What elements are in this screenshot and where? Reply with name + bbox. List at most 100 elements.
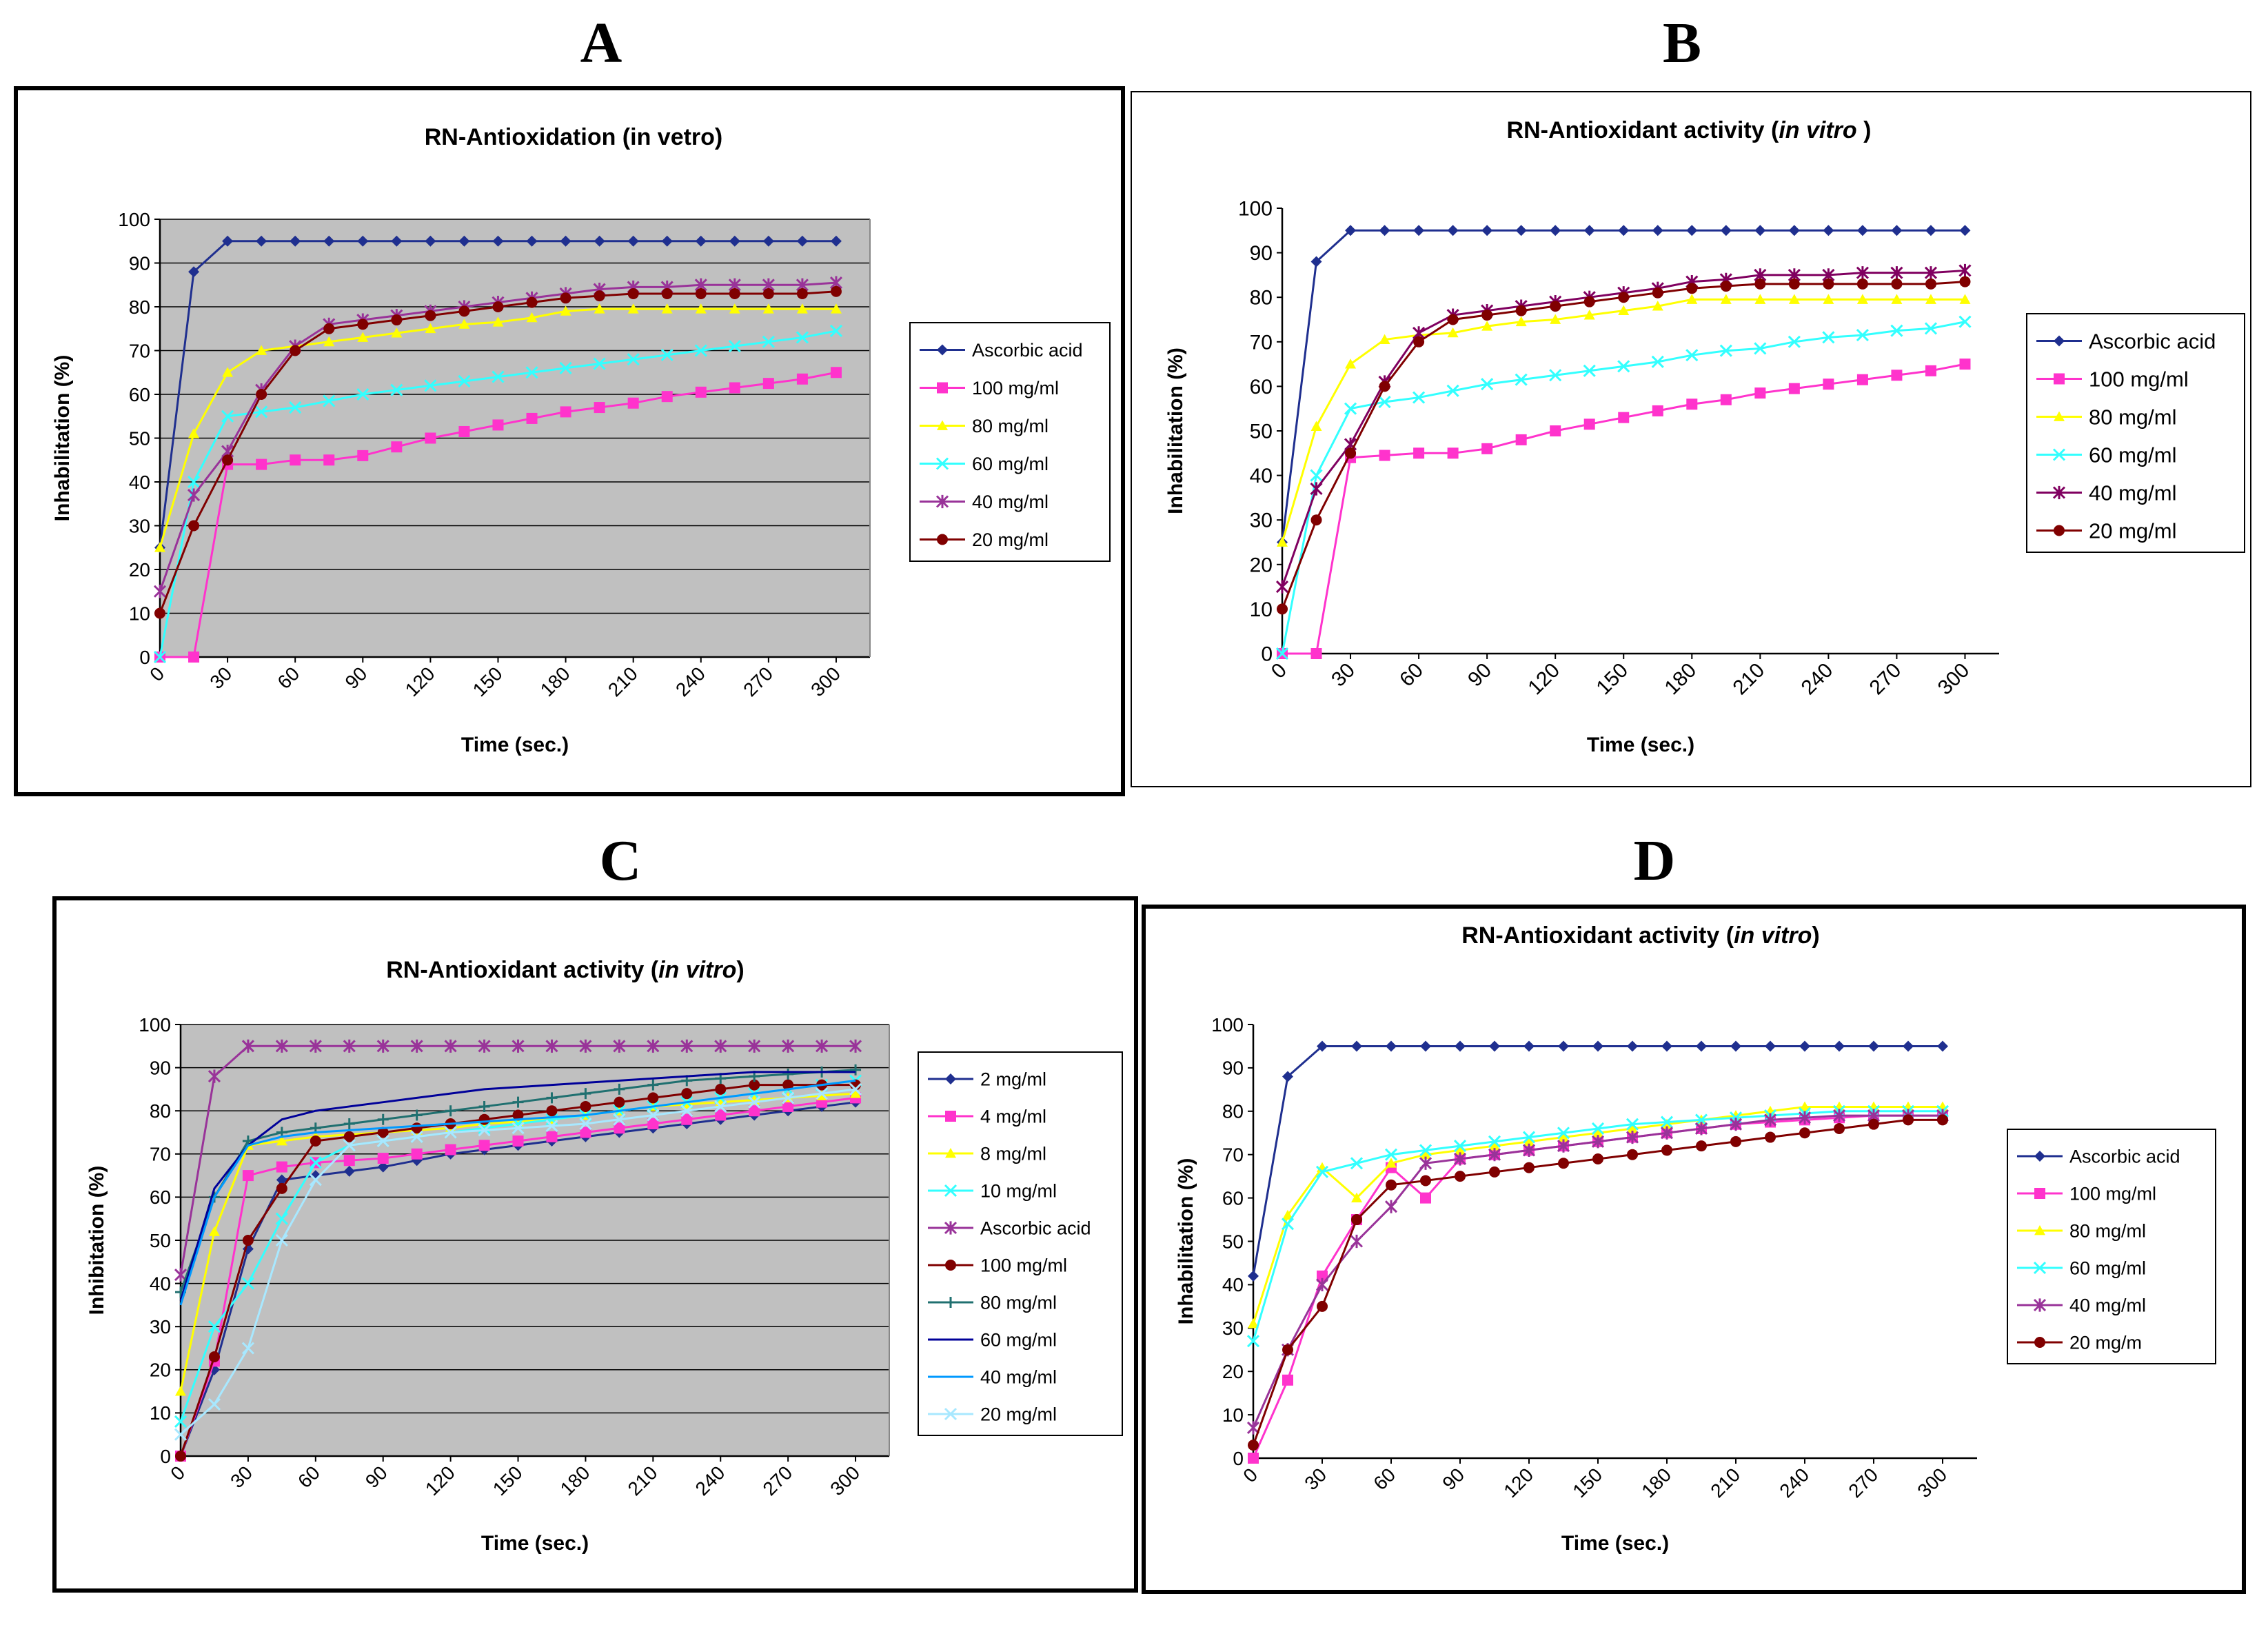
legend-label: 80 mg/ml	[972, 416, 1049, 436]
x-axis-label: Time (sec.)	[1587, 734, 1694, 756]
x-tick-label: 90	[1438, 1464, 1468, 1494]
data-point	[1384, 1148, 1398, 1161]
chart-group: RN-Antioxidation (in vetro) 0 10 20 30 40 50 60…	[51, 124, 1111, 756]
series-2	[154, 303, 842, 552]
data-point	[1310, 469, 1323, 482]
data-point	[1754, 278, 1766, 290]
data-point	[323, 323, 335, 334]
data-point	[1788, 335, 1801, 348]
legend-label: 80 mg/ml	[2089, 405, 2176, 429]
data-point	[1420, 1192, 1431, 1204]
data-point	[1413, 225, 1425, 236]
data-point	[1729, 1118, 1743, 1131]
data-point	[580, 1127, 591, 1138]
data-point	[782, 1100, 794, 1112]
data-point	[580, 1100, 591, 1112]
data-point	[276, 1136, 287, 1146]
data-point	[762, 335, 775, 348]
data-point	[1958, 263, 1972, 278]
data-point	[376, 1039, 389, 1053]
y-tick-label: 10	[129, 603, 150, 624]
data-point	[290, 345, 301, 356]
series-line	[1252, 1118, 1943, 1446]
data-point	[1420, 1149, 1431, 1160]
y-axis-label: Inhabilitation (%)	[51, 355, 74, 522]
y-tick-label: 80	[1250, 287, 1273, 310]
data-point	[1488, 1135, 1501, 1148]
data-point	[1515, 305, 1527, 316]
data-point	[512, 1109, 524, 1121]
data-point	[275, 1039, 288, 1053]
data-point	[1282, 1071, 1293, 1082]
data-point	[594, 235, 605, 247]
legend-label: 60 mg/ml	[972, 454, 1049, 474]
legend: Ascorbic acid 100 mg/ml 80 mg/ml 60 mg/ml 40…	[909, 322, 1111, 562]
series-5	[154, 285, 842, 619]
legend-box	[2026, 313, 2245, 553]
data-point	[153, 585, 167, 598]
data-point	[560, 235, 571, 247]
data-point	[850, 1088, 862, 1098]
data-point	[1453, 1152, 1467, 1166]
legend: Ascorbic acid 100 mg/ml 80 mg/ml 60 mg/ml 40…	[2007, 1129, 2216, 1364]
x-tick-label: 0	[1239, 1464, 1262, 1486]
data-point	[323, 394, 336, 407]
data-point	[748, 1039, 761, 1053]
data-point	[1868, 1118, 1879, 1130]
data-point	[695, 386, 707, 398]
data-point	[1592, 1127, 1603, 1138]
data-point	[1583, 364, 1596, 377]
data-point	[647, 1109, 660, 1122]
x-axis-label: Time (sec.)	[481, 1532, 589, 1555]
y-tick-label: 80	[129, 296, 150, 318]
data-point	[1788, 383, 1800, 394]
y-tick-label: 90	[129, 252, 150, 274]
data-point	[749, 1079, 760, 1091]
series-9	[174, 1082, 862, 1441]
data-point	[512, 1136, 524, 1147]
data-point	[275, 1233, 288, 1247]
data-point	[560, 292, 571, 304]
data-point	[647, 1079, 659, 1091]
data-point	[1282, 1374, 1293, 1386]
data-point	[1379, 334, 1390, 344]
data-point	[1455, 1144, 1466, 1155]
y-tick-label: 90	[1222, 1058, 1244, 1079]
data-point	[593, 357, 606, 370]
data-point	[1661, 1040, 1672, 1052]
data-point	[1379, 450, 1390, 461]
y-tick-label: 100	[118, 209, 150, 230]
data-point	[188, 652, 200, 663]
data-point	[343, 1039, 356, 1053]
data-point	[1618, 225, 1630, 236]
data-point	[1661, 1144, 1672, 1156]
data-point	[187, 475, 201, 489]
data-point	[1515, 316, 1527, 327]
data-point	[1523, 1040, 1535, 1052]
legend-marker	[2034, 1337, 2045, 1348]
data-point	[1489, 1140, 1500, 1151]
data-point	[492, 316, 504, 327]
y-tick-label: 30	[1250, 509, 1273, 532]
x-tick-label: 120	[1499, 1464, 1537, 1502]
data-point	[1834, 1122, 1845, 1134]
data-point	[1447, 327, 1459, 338]
data-point	[647, 1118, 659, 1129]
data-point	[276, 1182, 287, 1194]
y-axis-label: Inhibitation (%)	[85, 1166, 108, 1315]
y-tick-label: 70	[1222, 1144, 1244, 1166]
data-point	[715, 1109, 727, 1121]
data-point	[1550, 301, 1561, 312]
data-point	[1583, 310, 1595, 320]
y-tick-label: 0	[139, 647, 150, 668]
data-point	[1557, 1139, 1570, 1153]
legend-marker	[2054, 373, 2065, 385]
panel-letter-b: B	[1662, 11, 1702, 75]
data-point	[1618, 292, 1630, 303]
data-point	[1455, 1171, 1466, 1182]
data-point	[762, 378, 774, 390]
data-point	[729, 287, 740, 299]
data-point	[377, 1113, 389, 1125]
data-point	[492, 235, 504, 247]
